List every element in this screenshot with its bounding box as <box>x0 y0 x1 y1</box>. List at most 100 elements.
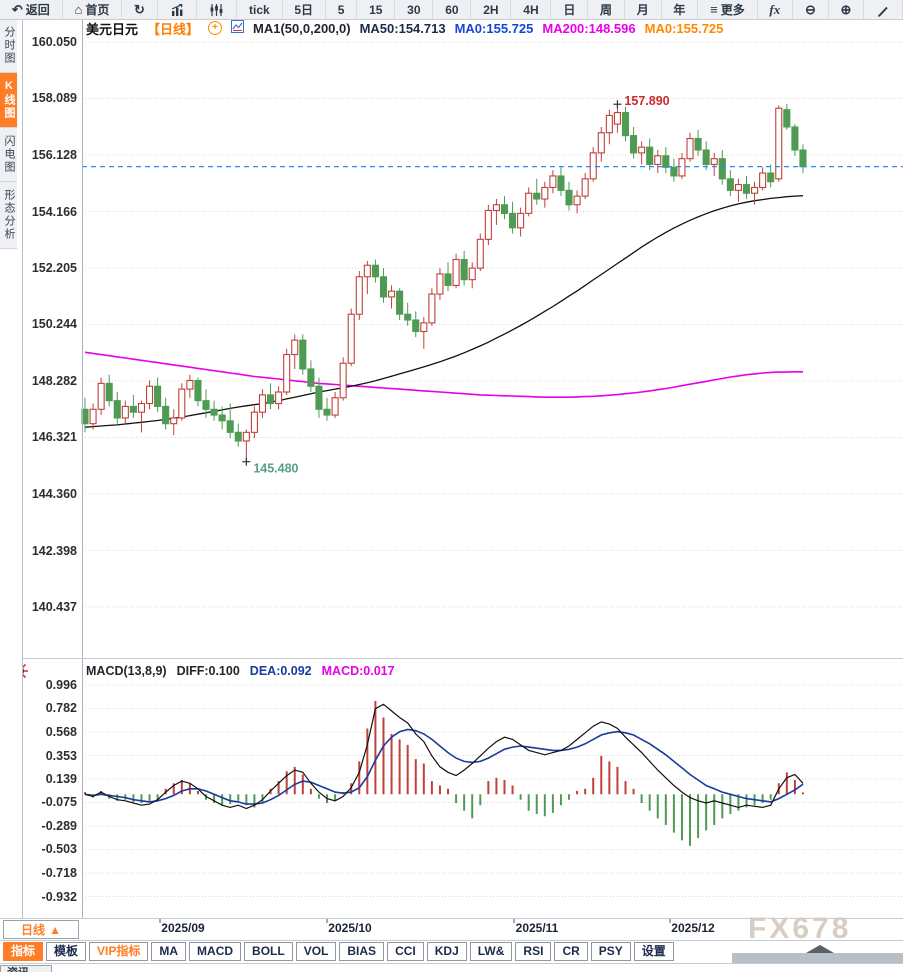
indicator-button-psy[interactable]: PSY <box>590 941 631 961</box>
candle-body <box>500 204 509 214</box>
price-tick-label: 150.244 <box>31 317 77 332</box>
candle-body <box>291 339 299 356</box>
macd-tick-label: 0.568 <box>45 724 77 739</box>
candle-body <box>492 204 500 212</box>
candle-body <box>250 411 258 433</box>
indicator-button-cr[interactable]: CR <box>554 941 588 961</box>
price-tick-label: 146.321 <box>31 430 77 445</box>
indicator-button-指标[interactable]: 指标 <box>3 941 44 961</box>
home-button-icon: ⌂ <box>74 2 83 17</box>
candle-body <box>751 186 759 194</box>
indicator-button-macd[interactable]: MACD <box>189 941 242 961</box>
indicator-button-vol[interactable]: VOL <box>295 941 337 961</box>
candle-body <box>734 184 742 191</box>
candlestick-icon <box>210 3 223 16</box>
interval-2h-button[interactable]: 2H <box>471 0 512 19</box>
indicator-button-vip指标[interactable]: VIP指标 <box>89 941 149 961</box>
macd-tick-label: 0.353 <box>45 748 77 763</box>
candle-body <box>186 379 194 390</box>
sidebar-tab-4[interactable]: 形态分析 <box>0 182 17 249</box>
candle-body <box>331 397 339 416</box>
candle-body <box>436 273 444 295</box>
interval-15-button[interactable]: 15 <box>357 0 396 19</box>
candle-body <box>718 158 726 180</box>
interval-week-button[interactable]: 周 <box>588 0 625 19</box>
back-button-label: 返回 <box>25 3 50 17</box>
interval-week-button-label: 周 <box>600 3 613 17</box>
bar-chart-icon <box>171 3 183 16</box>
indicator-button-ma[interactable]: MA <box>151 941 187 961</box>
chart-type-candle-button[interactable] <box>197 0 238 19</box>
interval-30-button[interactable]: 30 <box>395 0 434 19</box>
candle-body <box>573 195 581 206</box>
ma-params-label: MA1(50,0,200,0) <box>253 20 351 36</box>
panel-collapse-handle[interactable] <box>806 945 834 953</box>
ma0-orange-value: MA0:155.725 <box>644 20 724 36</box>
zoom-in-button[interactable]: ⊕ <box>829 0 865 19</box>
interval-5-button[interactable]: 5 <box>326 0 358 19</box>
candle-body <box>323 408 331 416</box>
time-tick-label: 2025/10 <box>328 921 372 935</box>
fx-indicators-button[interactable]: fx <box>758 0 794 19</box>
interval-4h-button[interactable]: 4H <box>511 0 552 19</box>
ma0-blue-value: MA0:155.725 <box>454 20 534 36</box>
period-selector-arrow: ▲ <box>49 922 61 937</box>
interval-tick-button-label: tick <box>248 2 270 17</box>
interval-tick-button[interactable]: tick <box>237 0 283 19</box>
candle-body <box>678 158 686 177</box>
diff-value: DIFF:0.100 <box>176 663 240 678</box>
candle-body <box>630 135 638 154</box>
draw-button[interactable] <box>864 0 903 19</box>
sidebar-tab-1[interactable]: 分时图 <box>0 19 17 73</box>
candle-body <box>218 414 226 422</box>
macd-tick-label: 0.782 <box>45 701 77 716</box>
add-favorite-icon[interactable]: + <box>208 21 223 35</box>
sidebar-tab-2[interactable]: K线图 <box>0 73 17 128</box>
interval-year-button[interactable]: 年 <box>662 0 699 19</box>
indicator-button-cci[interactable]: CCI <box>387 941 424 961</box>
home-button[interactable]: ⌂ 首页 <box>63 0 123 19</box>
candle-body <box>662 155 670 168</box>
fx-icon: fx <box>769 1 781 17</box>
candle-body <box>105 382 113 402</box>
indicator-bar: 指标 模板 VIP指标 MA MACD BOLL VOL BIAS CCI KDJ LW& RSI CR… <box>3 941 674 961</box>
macd-tick-label: -0.503 <box>41 842 77 857</box>
news-tab[interactable]: 资讯 <box>0 965 52 972</box>
period-selector-button[interactable]: 日线 ▲ <box>3 920 79 939</box>
line <box>84 728 804 805</box>
interval-60-button[interactable]: 60 <box>433 0 472 19</box>
indicator-button-rsi[interactable]: RSI <box>515 941 552 961</box>
interval-month-button[interactable]: 月 <box>625 0 662 19</box>
candle-body <box>694 137 702 151</box>
candle-body <box>355 276 363 315</box>
zoom-out-button[interactable]: ⊖ <box>793 0 829 19</box>
more-button[interactable]: ≡ 更多 <box>698 0 758 19</box>
candle-body <box>686 137 694 160</box>
indicator-button-设置[interactable]: 设置 <box>633 941 674 961</box>
refresh-button[interactable]: ↻ <box>122 0 158 19</box>
back-button[interactable]: ↶ 返回 <box>0 0 63 19</box>
price-tick-label: 152.205 <box>31 260 77 275</box>
indicator-button-lw[interactable]: LW& <box>469 941 513 961</box>
interval-day-button[interactable]: 日 <box>551 0 589 19</box>
interval-5d-button[interactable]: 5日 <box>283 0 326 19</box>
ma50-value: MA50:154.713 <box>359 20 446 36</box>
chart-type-sidebar: 分时图 K线图 闪电图 形态分析 <box>0 19 23 918</box>
home-button-label: 首页 <box>85 3 110 17</box>
interval-5-button-label: 5 <box>337 2 345 17</box>
mini-chart-icon[interactable] <box>231 20 245 36</box>
horizontal-scrollbar-thumb[interactable] <box>732 953 903 963</box>
candle-body <box>379 276 388 298</box>
candle-body <box>154 385 162 407</box>
sidebar-tab-3[interactable]: 闪电图 <box>0 128 17 182</box>
indicator-button-模板[interactable]: 模板 <box>46 941 87 961</box>
candle-body <box>533 192 541 200</box>
chart-type-bar-button[interactable] <box>158 0 198 19</box>
indicator-button-bias[interactable]: BIAS <box>339 941 385 961</box>
candle-body <box>597 132 605 154</box>
indicator-button-kdj[interactable]: KDJ <box>426 941 467 961</box>
toolbar: ↶ 返回 ⌂ 首页 ↻ tick 5日 5 15 30 60 2H 4H 日周月年 ≡ 更多 fx ⊖ ⊕ <box>0 0 903 20</box>
indicator-button-boll[interactable]: BOLL <box>244 941 293 961</box>
